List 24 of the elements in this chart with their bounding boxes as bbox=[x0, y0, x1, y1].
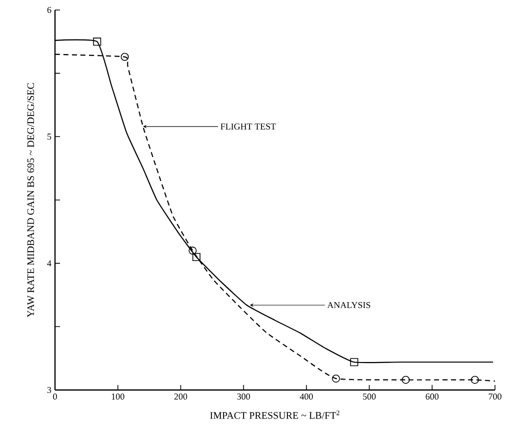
x-tick-label: 100 bbox=[112, 394, 124, 400]
annotation: ANALYSIS bbox=[327, 302, 370, 308]
annotation: FLIGHT TEST bbox=[220, 124, 276, 130]
x-tick-label: 200 bbox=[174, 394, 188, 400]
x-tick-label: 600 bbox=[426, 394, 439, 400]
x-tick-label: 400 bbox=[300, 394, 313, 400]
point bbox=[470, 376, 479, 384]
point bbox=[93, 38, 102, 46]
point bbox=[120, 52, 129, 61]
y-tick-label: 4 bbox=[47, 260, 52, 266]
point bbox=[350, 358, 358, 366]
x-tick-label: 500 bbox=[363, 394, 376, 400]
point bbox=[192, 252, 200, 261]
x-tick-label: 300 bbox=[237, 394, 250, 400]
x-tick-label: 0 bbox=[53, 394, 57, 400]
y-tick-label: 5 bbox=[47, 134, 52, 140]
point bbox=[332, 374, 340, 383]
y-tick-label: 6 bbox=[47, 6, 52, 14]
point bbox=[188, 246, 197, 255]
x-tick-label: 700 bbox=[488, 394, 502, 400]
y-axis-title: YAW RATE MIDBAND GAIN BS 695 ~ DEG/DEG/SEC bbox=[27, 83, 34, 318]
x-axis-title: IMPACT PRESSURE ~ LB/FT$^{2}$ bbox=[210, 410, 340, 419]
y-tick-label: 3 bbox=[47, 386, 52, 394]
point bbox=[402, 376, 410, 384]
